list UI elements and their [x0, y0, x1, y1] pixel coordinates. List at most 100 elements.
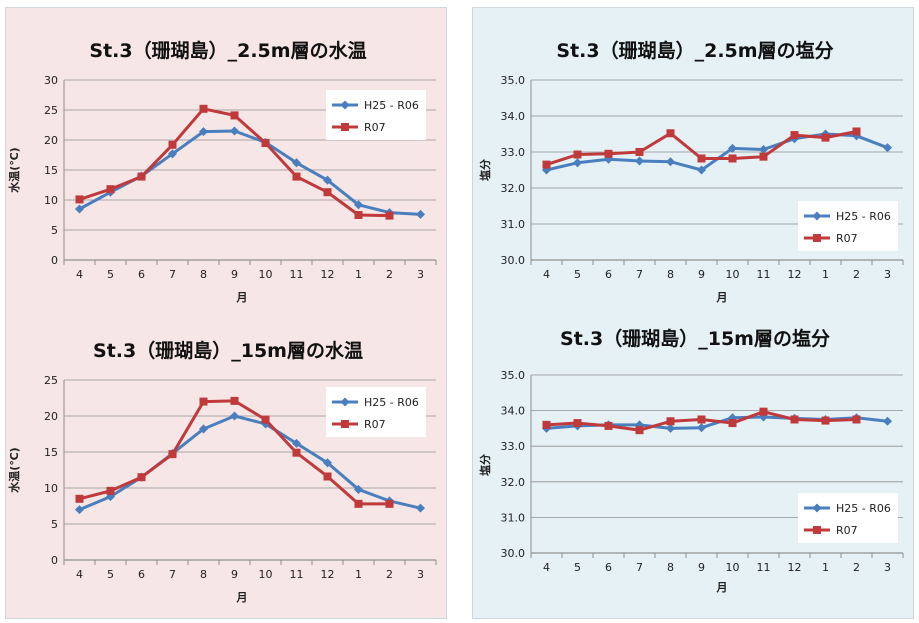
data-point-r07 — [261, 139, 270, 147]
legend-label: H25 - R06 — [364, 396, 419, 409]
data-point-h25-r06 — [696, 423, 707, 433]
data-point-r07 — [75, 494, 84, 503]
legend-label: H25 - R06 — [364, 99, 419, 112]
y-tick-label: 10 — [44, 482, 58, 495]
legend-box — [326, 90, 426, 140]
data-point-h25-r06 — [353, 484, 364, 494]
y-axis-label: 塩分 — [478, 454, 492, 476]
y-tick-label: 34.0 — [501, 405, 526, 418]
data-point-r07 — [137, 473, 146, 482]
y-tick-label: 0 — [51, 254, 58, 267]
data-point-r07 — [852, 415, 861, 424]
x-tick-label: 11 — [290, 568, 304, 581]
data-point-h25-r06 — [229, 126, 240, 136]
data-point-h25-r06 — [74, 505, 85, 515]
y-axis-label: 塩分 — [478, 159, 492, 181]
data-point-r07 — [573, 150, 582, 159]
data-point-r07 — [292, 448, 301, 457]
legend-marker — [341, 420, 349, 428]
x-tick-label: 6 — [138, 568, 145, 581]
legend-box — [798, 201, 898, 251]
x-axis-label: 月 — [236, 291, 248, 304]
x-tick-label: 12 — [788, 268, 802, 281]
legend-label: H25 - R06 — [836, 210, 891, 223]
x-tick-label: 7 — [636, 561, 643, 574]
y-tick-label: 0 — [51, 554, 58, 567]
x-tick-label: 4 — [76, 568, 83, 581]
y-tick-label: 33.0 — [501, 440, 526, 453]
data-point-r07 — [790, 131, 799, 140]
y-tick-label: 34.0 — [501, 110, 526, 123]
y-tick-label: 35.0 — [501, 74, 526, 87]
data-point-r07 — [385, 211, 394, 220]
x-tick-label: 12 — [321, 268, 335, 281]
x-tick-label: 8 — [667, 561, 674, 574]
y-tick-label: 10 — [44, 194, 58, 207]
y-tick-label: 5 — [51, 224, 58, 237]
legend-box — [798, 493, 898, 543]
x-tick-label: 6 — [605, 268, 612, 281]
y-tick-label: 30.0 — [501, 547, 526, 560]
y-tick-label: 32.0 — [501, 182, 526, 195]
legend-marker — [340, 397, 350, 407]
x-tick-label: 3 — [884, 561, 891, 574]
x-tick-label: 3 — [417, 268, 424, 281]
data-point-r07 — [199, 397, 208, 406]
data-point-r07 — [75, 195, 84, 204]
data-point-r07 — [323, 472, 332, 481]
data-point-r07 — [354, 211, 363, 219]
data-point-r07 — [573, 419, 582, 428]
chart-title: St.3（珊瑚島）_15m層の塩分 — [560, 327, 830, 350]
legend-label: R07 — [836, 232, 858, 245]
x-tick-label: 10 — [726, 561, 740, 574]
x-tick-label: 11 — [290, 268, 304, 281]
x-tick-label: 2 — [853, 561, 860, 574]
data-point-r07 — [697, 154, 706, 163]
data-point-r07 — [852, 127, 861, 136]
legend-label: R07 — [364, 121, 386, 134]
data-point-r07 — [385, 499, 394, 508]
y-tick-label: 15 — [44, 164, 58, 177]
data-point-h25-r06 — [229, 411, 240, 421]
y-tick-label: 30.0 — [501, 254, 526, 267]
data-point-r07 — [542, 420, 551, 429]
x-tick-label: 9 — [698, 561, 705, 574]
data-point-r07 — [230, 111, 239, 120]
x-tick-label: 7 — [636, 268, 643, 281]
data-point-r07 — [666, 129, 675, 138]
data-point-r07 — [759, 407, 768, 416]
data-point-r07 — [821, 416, 830, 425]
x-tick-label: 4 — [543, 561, 550, 574]
x-tick-label: 5 — [574, 268, 581, 281]
series-line-h25-r06 — [78, 129, 421, 216]
x-tick-label: 2 — [386, 268, 393, 281]
x-tick-label: 3 — [417, 568, 424, 581]
x-axis-label: 月 — [716, 291, 728, 304]
x-tick-label: 10 — [259, 568, 273, 581]
data-point-r07 — [168, 140, 177, 149]
y-tick-label: 30 — [44, 74, 58, 87]
data-point-r07 — [106, 486, 115, 495]
data-point-r07 — [354, 499, 363, 508]
data-point-r07 — [542, 160, 551, 169]
x-tick-label: 9 — [231, 568, 238, 581]
data-point-r07 — [292, 172, 301, 181]
data-point-r07 — [168, 450, 177, 459]
data-point-h25-r06 — [882, 416, 893, 426]
x-tick-label: 11 — [757, 561, 771, 574]
legend-box — [326, 387, 426, 437]
data-point-h25-r06 — [198, 127, 209, 137]
data-point-r07 — [106, 185, 115, 194]
data-point-r07 — [604, 149, 613, 158]
x-tick-label: 1 — [822, 561, 829, 574]
x-tick-label: 1 — [355, 568, 362, 581]
y-tick-label: 31.0 — [501, 511, 526, 524]
data-point-r07 — [790, 415, 799, 424]
x-tick-label: 8 — [200, 568, 207, 581]
y-tick-label: 25 — [44, 104, 58, 117]
data-point-r07 — [137, 172, 146, 181]
data-point-r07 — [635, 426, 644, 435]
data-point-r07 — [323, 188, 332, 197]
